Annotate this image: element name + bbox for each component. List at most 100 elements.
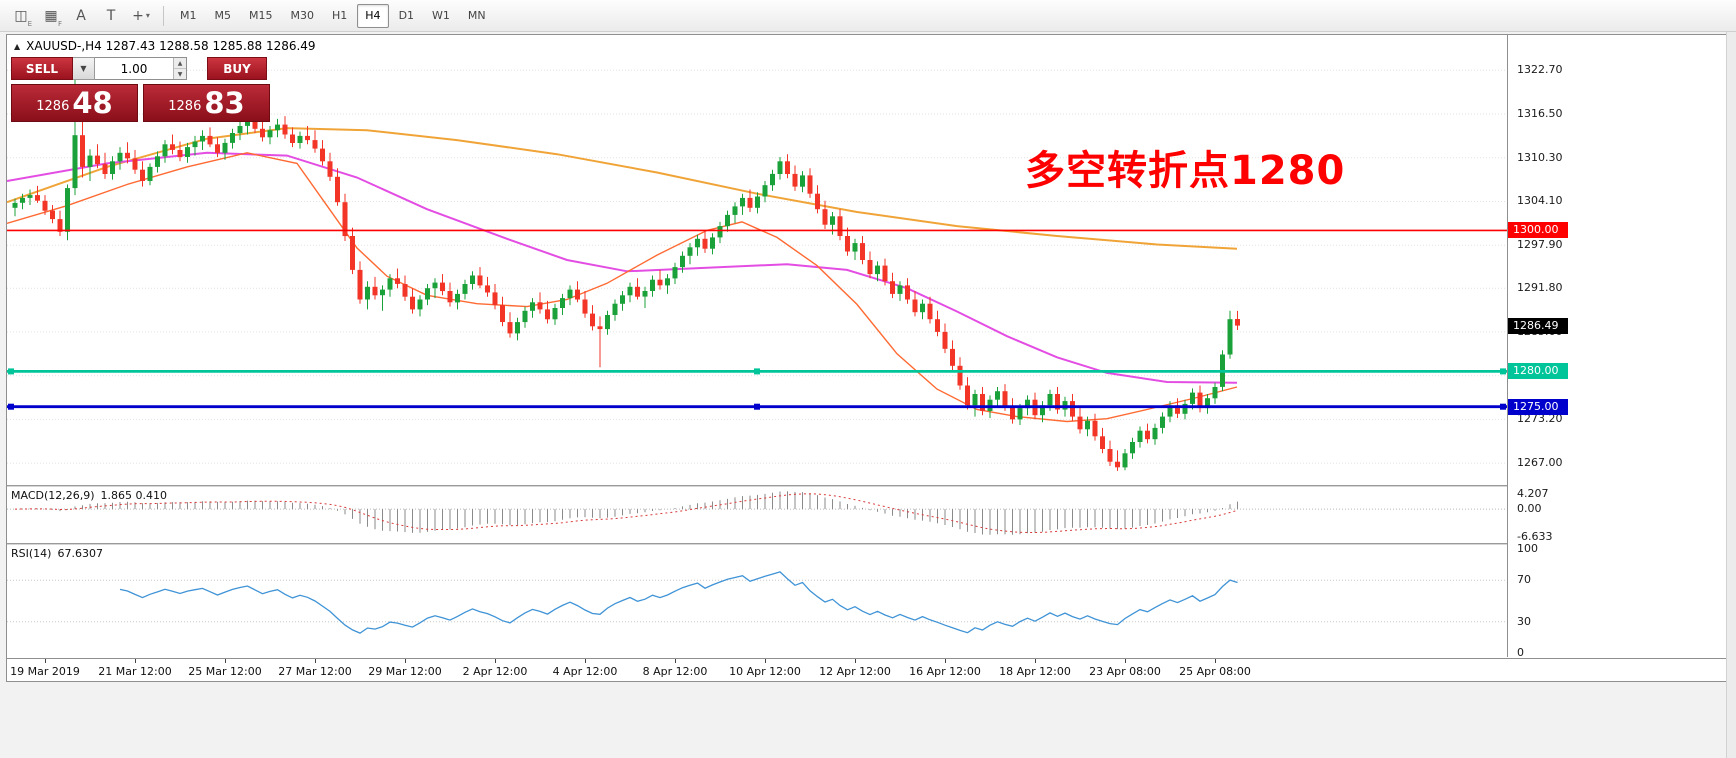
- axis-label: 1291.80: [1517, 281, 1563, 295]
- text-tool-icon[interactable]: A: [76, 7, 86, 24]
- bid-price-box[interactable]: 1286 48: [11, 84, 138, 122]
- timeframe-button-h1[interactable]: H1: [332, 9, 348, 22]
- axis-label: 1322.70: [1517, 63, 1563, 77]
- volume-spin-down-icon[interactable]: ▼: [174, 69, 186, 79]
- time-axis-label: 29 Mar 12:00: [368, 665, 442, 678]
- hline-price-badge: 1280.00: [1508, 363, 1568, 380]
- rsi-value: 67.6307: [57, 547, 103, 560]
- chart-annotation-text[interactable]: 多空转折点1280: [1025, 148, 1346, 194]
- axis-label: 0: [1517, 646, 1524, 659]
- time-tick: [315, 659, 316, 663]
- macd-label: MACD(12,26,9) 1.865 0.410: [11, 489, 167, 502]
- axis-label: 1310.30: [1517, 150, 1563, 164]
- timeframe-button-m15[interactable]: M15: [249, 9, 273, 22]
- price-axis[interactable]: 1322.70 1316.50 1310.30 1304.10 1297.90 1291.…: [1508, 35, 1727, 659]
- time-tick: [675, 659, 676, 663]
- time-axis-label: 8 Apr 12:00: [642, 665, 708, 678]
- ask-price-box[interactable]: 1286 83: [143, 84, 270, 122]
- axis-label: 1304.10: [1517, 194, 1563, 208]
- price-pane: ▲ XAUUSD-,H4 1287.43 1288.58 1285.88 128…: [7, 35, 1507, 485]
- collapse-arrow-icon[interactable]: ▲: [14, 41, 21, 51]
- toolbar-separator: [163, 5, 164, 26]
- current-price-badge: 1286.49: [1508, 317, 1568, 334]
- macd-values: 1.865 0.410: [100, 489, 168, 502]
- timeframe-button-h4[interactable]: H4: [357, 3, 389, 28]
- time-axis-label: 4 Apr 12:00: [552, 665, 618, 678]
- time-tick: [855, 659, 856, 663]
- top-toolbar: ◫ E ▦ F A T + ▾ M1 M5 M15 M30 H1 H4 D1 W1 MN: [0, 0, 1736, 32]
- axis-label: 1273.20: [1517, 412, 1563, 426]
- time-axis-label: 27 Mar 12:00: [278, 665, 352, 678]
- axis-label: 1297.90: [1517, 238, 1563, 252]
- axis-label: 100: [1517, 542, 1538, 555]
- macd-name: MACD(12,26,9): [11, 489, 95, 502]
- time-tick: [945, 659, 946, 663]
- time-tick: [225, 659, 226, 663]
- candlestick-chart-icon[interactable]: ◫ E: [14, 7, 32, 28]
- rsi-label: RSI(14) 67.6307: [11, 547, 103, 560]
- macd-pane: MACD(12,26,9) 1.865 0.410: [7, 487, 1507, 543]
- time-axis-label: 25 Mar 12:00: [188, 665, 262, 678]
- crosshair-tool-icon[interactable]: + ▾: [132, 7, 150, 24]
- volume-dropdown-caret-icon[interactable]: ▼: [73, 57, 95, 80]
- macd-chart-canvas[interactable]: [7, 487, 1507, 543]
- axis-label: 70: [1517, 573, 1531, 587]
- price-chart-canvas[interactable]: [7, 35, 1507, 485]
- timeframe-button-d1[interactable]: D1: [398, 9, 415, 22]
- rsi-chart-canvas[interactable]: [7, 545, 1507, 657]
- axis-label: 1267.00: [1517, 456, 1563, 470]
- axis-label: 0.00: [1517, 502, 1542, 516]
- axis-label: 1316.50: [1517, 106, 1563, 120]
- chart-title: ▲ XAUUSD-,H4 1287.43 1288.58 1285.88 128…: [14, 39, 316, 53]
- timeframe-button-m1[interactable]: M1: [180, 9, 197, 22]
- rsi-name: RSI(14): [11, 547, 52, 560]
- toolbar-icon-group: ◫ E ▦ F A T + ▾: [6, 3, 156, 29]
- grid-chart-icon[interactable]: ▦ F: [44, 7, 62, 28]
- volume-spinner: ▲ ▼: [173, 58, 186, 79]
- time-tick: [1035, 659, 1036, 663]
- sell-button[interactable]: SELL: [11, 57, 73, 80]
- buy-button[interactable]: BUY: [207, 57, 267, 80]
- timeframe-button-group: M1 M5 M15 M30 H1 H4 D1 W1 MN: [171, 3, 495, 28]
- volume-box: ▲ ▼: [95, 57, 187, 80]
- axis-label: 30: [1517, 614, 1531, 628]
- window-edge-strip: [1726, 32, 1736, 758]
- volume-spin-up-icon[interactable]: ▲: [174, 58, 186, 69]
- timeframe-button-w1[interactable]: W1: [432, 9, 450, 22]
- chart-window: ▲ XAUUSD-,H4 1287.43 1288.58 1285.88 128…: [6, 34, 1728, 682]
- time-tick: [405, 659, 406, 663]
- hline-price-badge: 1300.00: [1508, 222, 1568, 239]
- time-axis-label: 10 Apr 12:00: [729, 665, 801, 678]
- time-axis-label: 19 Mar 2019: [10, 665, 80, 678]
- axis-label: 4.207: [1517, 487, 1549, 500]
- time-tick: [135, 659, 136, 663]
- one-click-trading-panel: SELL ▼ ▲ ▼ BUY 1286 48 1286: [11, 57, 281, 122]
- timeframe-button-m5[interactable]: M5: [214, 9, 232, 22]
- axis-label: -6.633: [1517, 530, 1553, 544]
- time-tick: [1125, 659, 1126, 663]
- time-axis-label: 23 Apr 08:00: [1089, 665, 1161, 678]
- chart-title-text: XAUUSD-,H4 1287.43 1288.58 1285.88 1286.…: [26, 39, 316, 53]
- pane-separator[interactable]: [7, 543, 1727, 545]
- time-tick: [585, 659, 586, 663]
- time-axis-label: 25 Apr 08:00: [1179, 665, 1251, 678]
- pane-separator[interactable]: [7, 485, 1727, 487]
- time-tick: [765, 659, 766, 663]
- timeframe-button-mn[interactable]: MN: [467, 9, 486, 22]
- time-axis-label: 12 Apr 12:00: [819, 665, 891, 678]
- template-tool-icon[interactable]: T: [106, 7, 116, 24]
- time-axis-label: 2 Apr 12:00: [462, 665, 528, 678]
- bid-price-pips: 48: [72, 86, 113, 120]
- timeframe-button-m30[interactable]: M30: [290, 9, 315, 22]
- volume-input[interactable]: [95, 58, 173, 79]
- time-tick: [1215, 659, 1216, 663]
- ask-price-main: 1286: [168, 99, 202, 114]
- time-axis-label: 21 Mar 12:00: [98, 665, 172, 678]
- time-axis-label: 16 Apr 12:00: [909, 665, 981, 678]
- time-axis[interactable]: 19 Mar 2019 21 Mar 12:00 25 Mar 12:00 27 Ma…: [7, 658, 1727, 681]
- time-axis-label: 18 Apr 12:00: [999, 665, 1071, 678]
- ask-price-pips: 83: [204, 86, 245, 120]
- time-tick: [495, 659, 496, 663]
- price-axis-border: [1507, 35, 1508, 657]
- bid-price-main: 1286: [36, 99, 70, 114]
